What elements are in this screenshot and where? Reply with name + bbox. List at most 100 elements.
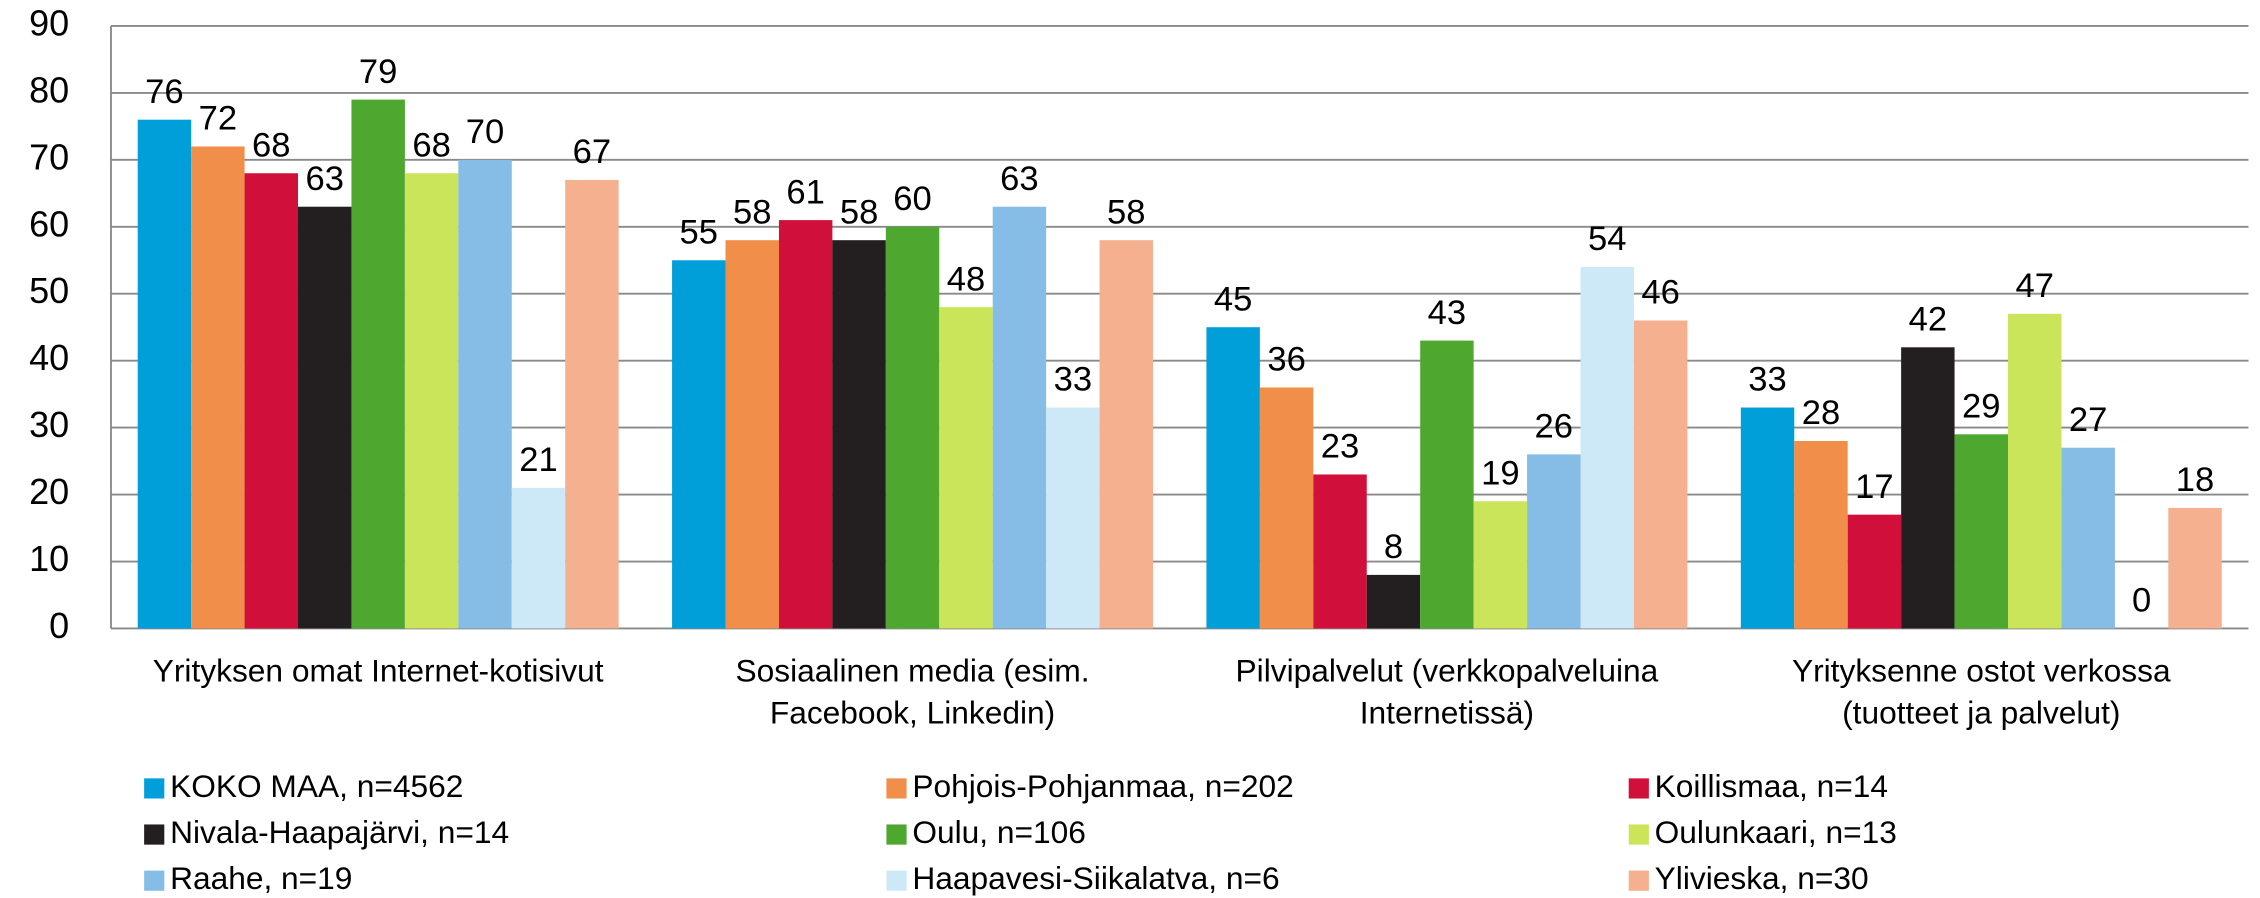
data-label: 21 (519, 441, 557, 479)
bar (1580, 266, 1634, 629)
legend-label: Koillismaa, n=14 (1655, 768, 1888, 804)
y-tick-label: 50 (29, 270, 69, 311)
data-label: 0 (2132, 582, 2151, 620)
bar (2168, 507, 2222, 629)
data-label: 17 (1855, 468, 1893, 506)
bar (565, 179, 619, 629)
bar (832, 240, 886, 629)
x-tick-label: Internetissä) (1360, 694, 1534, 730)
bar (1901, 347, 1955, 629)
bar (1794, 441, 1848, 629)
y-tick-label: 20 (29, 471, 69, 512)
bar (885, 226, 940, 629)
data-label: 45 (1214, 280, 1252, 318)
bar (1740, 407, 1795, 629)
data-label: 26 (1535, 408, 1573, 446)
bar (244, 173, 299, 629)
y-tick-label: 60 (29, 203, 69, 244)
data-label: 60 (893, 180, 931, 218)
bar (511, 487, 566, 629)
legend-label: Nivala-Haapajärvi, n=14 (170, 814, 509, 850)
data-label: 46 (1641, 274, 1679, 312)
x-tick-label: (tuotteet ja palvelut) (1842, 694, 2120, 730)
data-label: 61 (786, 173, 824, 211)
bar (1099, 240, 1154, 629)
legend-swatch (1628, 870, 1649, 891)
data-label: 18 (2176, 461, 2214, 499)
bar (458, 159, 512, 629)
bar (351, 99, 405, 629)
bar (1847, 514, 1902, 629)
data-label: 58 (840, 193, 878, 231)
legend-swatch (144, 870, 165, 891)
data-label: 19 (1481, 454, 1519, 492)
legend-label: Ylivieska, n=30 (1655, 860, 1869, 896)
bar (2061, 447, 2115, 629)
legend-swatch (886, 778, 907, 799)
bar (1366, 574, 1421, 629)
bar (1313, 474, 1367, 629)
y-tick-label: 40 (29, 337, 69, 378)
bar (1954, 434, 2009, 629)
x-tick-label: Yrityksen omat Internet-kotisivut (153, 653, 604, 689)
data-label: 42 (1909, 300, 1947, 338)
legend-swatch (1628, 778, 1649, 799)
legend-swatch (886, 870, 907, 891)
legend-label: Oulu, n=106 (912, 814, 1086, 850)
x-tick-label: Yrityksenne ostot verkossa (1792, 653, 2171, 689)
bar (1206, 327, 1260, 629)
y-tick-label: 70 (29, 136, 69, 177)
bar (1473, 501, 1528, 629)
x-tick-label: Sosiaalinen media (esim. (736, 653, 1090, 689)
bar (672, 260, 726, 629)
data-label: 33 (1054, 361, 1092, 399)
data-label: 55 (680, 213, 718, 251)
data-label: 58 (733, 193, 771, 231)
bar (1420, 340, 1474, 629)
y-tick-label: 30 (29, 404, 69, 445)
bar (404, 173, 459, 629)
bar (137, 119, 192, 629)
bar (2008, 313, 2062, 629)
x-tick-label: Facebook, Linkedin) (770, 694, 1055, 730)
data-label: 48 (947, 260, 985, 298)
data-label: 79 (359, 53, 397, 91)
bar (992, 206, 1047, 629)
legend-label: Oulunkaari, n=13 (1655, 814, 1897, 850)
legend-swatch (144, 824, 165, 845)
data-label: 43 (1428, 294, 1466, 332)
data-label: 68 (252, 126, 290, 164)
bar (725, 240, 779, 629)
bar (298, 206, 352, 629)
data-label: 33 (1748, 361, 1786, 399)
bar (191, 146, 245, 629)
data-label: 54 (1588, 220, 1626, 258)
data-label: 68 (412, 126, 450, 164)
data-label: 58 (1107, 193, 1145, 231)
y-tick-label: 0 (49, 605, 69, 646)
data-label: 70 (466, 113, 504, 151)
data-label: 28 (1802, 394, 1840, 432)
data-label: 8 (1384, 528, 1403, 566)
data-label: 29 (1962, 388, 2000, 426)
x-tick-label: Pilvipalvelut (verkkopalveluina (1236, 653, 1659, 689)
bar (1046, 407, 1100, 629)
y-tick-label: 80 (29, 69, 69, 110)
legend-swatch (144, 778, 165, 799)
y-tick-label: 90 (29, 2, 69, 43)
data-label: 63 (305, 160, 343, 198)
legend-label: Haapavesi-Siikalatva, n=6 (912, 860, 1279, 896)
data-label: 63 (1000, 160, 1038, 198)
legend-label: Raahe, n=19 (170, 860, 352, 896)
data-label: 27 (2069, 401, 2107, 439)
data-label: 36 (1267, 341, 1305, 379)
legend-swatch (1628, 824, 1649, 845)
data-label: 47 (2015, 267, 2053, 305)
legend-label: KOKO MAA, n=4562 (170, 768, 463, 804)
data-label: 72 (199, 100, 237, 138)
data-label: 23 (1321, 428, 1359, 466)
legend-swatch (886, 824, 907, 845)
bar (1259, 387, 1314, 629)
data-label: 67 (573, 133, 611, 171)
